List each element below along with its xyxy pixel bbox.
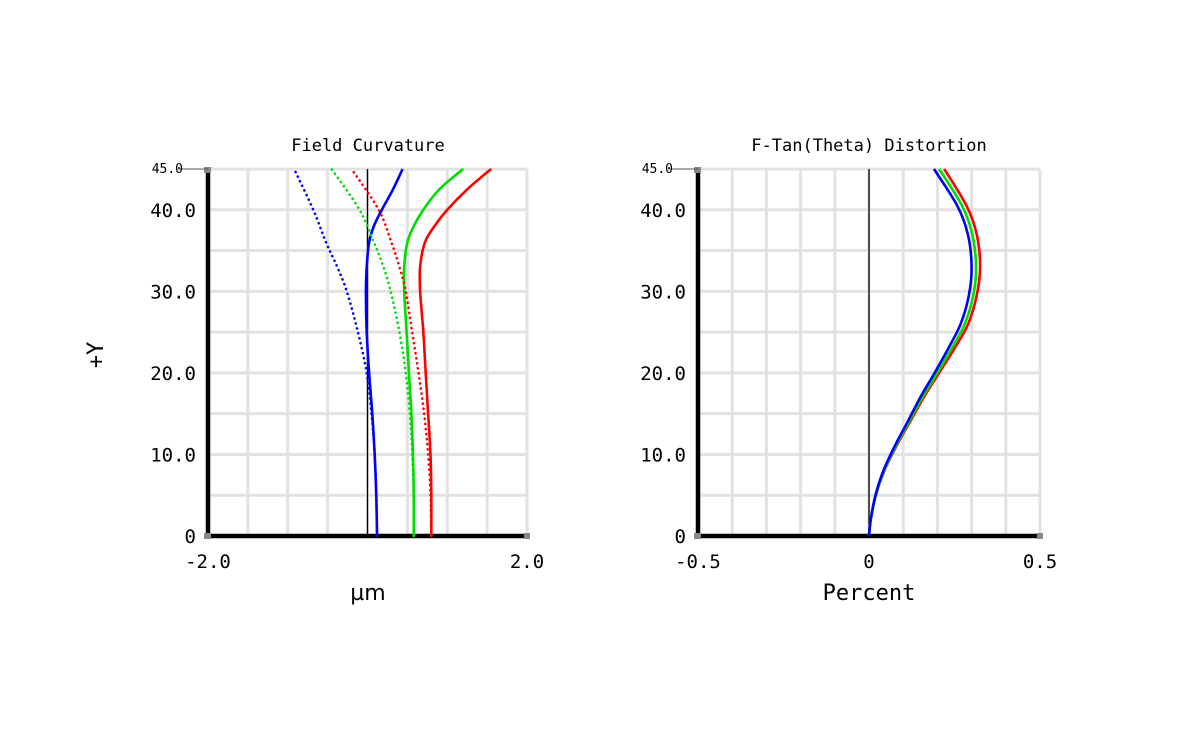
x-tick-label: 0.5	[1023, 551, 1057, 573]
y-tick-label: 30.0	[150, 281, 196, 303]
x-tick-label: 0	[863, 551, 874, 573]
x-axis-label: Percent	[823, 581, 916, 606]
axis-cap-top	[694, 167, 701, 173]
y-tick-label: 30.0	[640, 281, 686, 303]
y-tick-label: 20.0	[150, 363, 196, 385]
series-line-solid-1	[867, 168, 978, 537]
y-max-label: 45.0	[152, 162, 183, 177]
series-line-solid-0	[867, 168, 982, 537]
series-line-solid-2	[418, 168, 492, 537]
y-tick-label: 0	[185, 526, 196, 548]
y-tick-label: 10.0	[640, 444, 686, 466]
x-tick-label: 2.0	[510, 551, 544, 573]
x-tick-label: -2.0	[185, 551, 231, 573]
y-tick-label: 40.0	[150, 200, 196, 222]
chart-title: F-Tan(Theta) Distortion	[751, 136, 986, 156]
chart-title: Field Curvature	[291, 136, 445, 156]
series-line-dotted-3	[292, 167, 379, 538]
y-tick-label: 0	[675, 526, 686, 548]
y-axis-label: +Y	[84, 342, 109, 369]
y-max-label: 45.0	[642, 162, 673, 177]
series-line-dotted-4	[330, 167, 416, 538]
y-tick-label: 20.0	[640, 363, 686, 385]
axis-cap-right	[524, 533, 530, 539]
axis-cap-origin	[204, 533, 211, 539]
y-tick-label: 10.0	[150, 444, 196, 466]
x-axis-label: µm	[350, 581, 385, 606]
series-line-solid-2	[867, 168, 973, 537]
y-tick-label: 40.0	[640, 200, 686, 222]
axis-cap-right	[1037, 533, 1043, 539]
axis-cap-origin	[694, 533, 701, 539]
distortion-panel: F-Tan(Theta) Distortion 0 10.0 20.0 30.0 40.0…	[640, 136, 1057, 606]
axis-cap-top	[204, 167, 211, 173]
x-tick-label: -0.5	[675, 551, 721, 573]
field-curvature-panel: Field Curvature 0 10.0 20.0 30.0 40.0 45.0 -2.0…	[150, 136, 544, 606]
series-line-dotted-5	[350, 167, 433, 538]
